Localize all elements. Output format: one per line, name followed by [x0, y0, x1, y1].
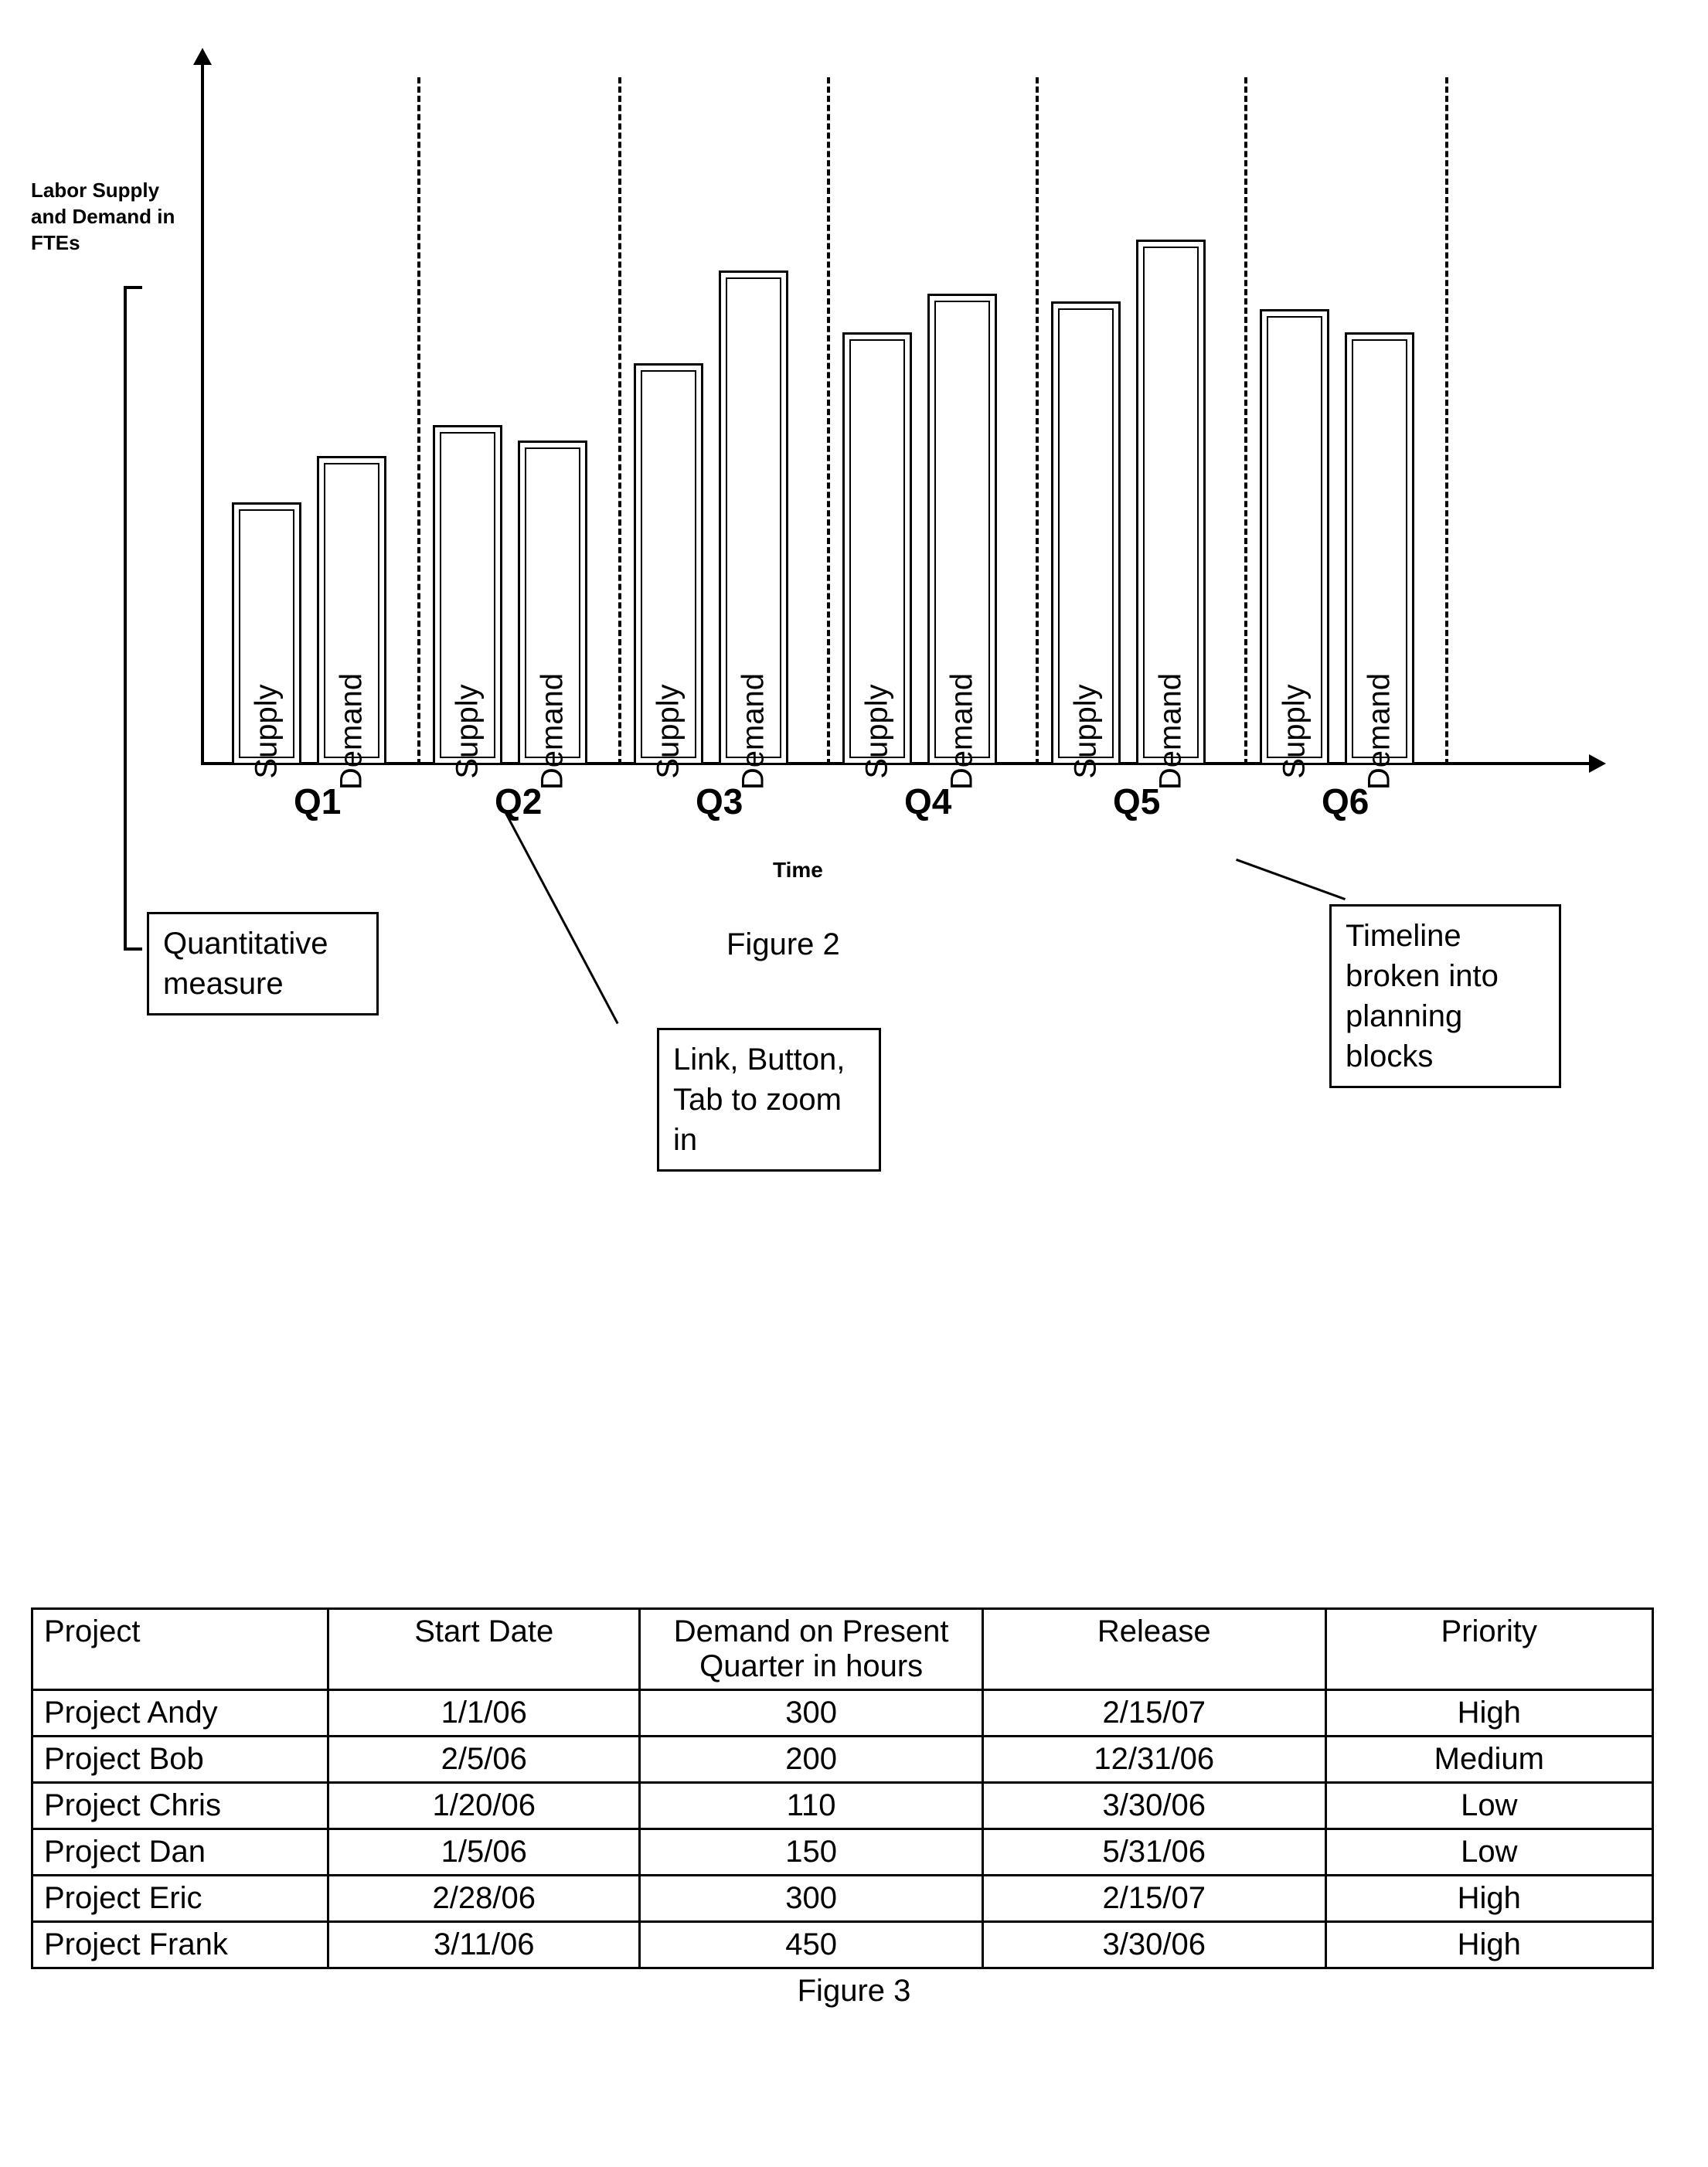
figure-3-title: Figure 3: [31, 1974, 1677, 2009]
bar-label: Demand: [1363, 673, 1397, 790]
supply-bar-q1[interactable]: Supply: [232, 502, 301, 765]
y-axis-label: Labor Supply and Demand in FTEs: [31, 178, 185, 256]
supply-bar-q3[interactable]: Supply: [634, 363, 703, 765]
table-cell: 2/15/07: [982, 1876, 1325, 1922]
bar-label: Demand: [945, 673, 980, 790]
bar-label: Demand: [536, 673, 570, 790]
table-cell: Project Andy: [32, 1690, 328, 1737]
bar-label: Demand: [737, 673, 771, 790]
table-cell: 2/5/06: [328, 1737, 640, 1783]
table-header: Priority: [1325, 1609, 1652, 1690]
supply-bar-q5[interactable]: Supply: [1051, 301, 1121, 765]
x-axis-label: Time: [773, 858, 823, 883]
table-row: Project Eric2/28/063002/15/07High: [32, 1876, 1653, 1922]
table-cell: Project Dan: [32, 1829, 328, 1876]
quarter-divider: [827, 77, 830, 765]
table-row: Project Dan1/5/061505/31/06Low: [32, 1829, 1653, 1876]
demand-bar-q5[interactable]: Demand: [1136, 240, 1206, 765]
callout-quantitative: Quantitative measure: [147, 912, 379, 1015]
table-cell: 300: [640, 1876, 983, 1922]
table-cell: 1/20/06: [328, 1783, 640, 1829]
quarter-divider: [618, 77, 621, 765]
table-cell: 150: [640, 1829, 983, 1876]
quarter-label-q5[interactable]: Q5: [1113, 781, 1160, 822]
figure-2-title: Figure 2: [726, 927, 840, 962]
table-cell: 1/5/06: [328, 1829, 640, 1876]
quarter-label-q3[interactable]: Q3: [696, 781, 743, 822]
demand-bar-q4[interactable]: Demand: [927, 294, 997, 765]
table-cell: 300: [640, 1690, 983, 1737]
callout-zoom: Link, Button, Tab to zoom in: [657, 1028, 881, 1172]
bar-label: Supply: [1278, 684, 1312, 778]
table-cell: 3/30/06: [982, 1783, 1325, 1829]
table-cell: 110: [640, 1783, 983, 1829]
table-row: Project Andy1/1/063002/15/07High: [32, 1690, 1653, 1737]
demand-bar-q2[interactable]: Demand: [518, 441, 587, 765]
demand-bar-q1[interactable]: Demand: [317, 456, 386, 765]
quarter-label-q2[interactable]: Q2: [495, 781, 542, 822]
quarter-label-q6[interactable]: Q6: [1322, 781, 1369, 822]
table-cell: High: [1325, 1922, 1652, 1968]
bar-label: Supply: [652, 684, 686, 778]
bar-label: Demand: [335, 673, 369, 790]
table-header: Start Date: [328, 1609, 640, 1690]
table-cell: 1/1/06: [328, 1690, 640, 1737]
table-cell: Low: [1325, 1783, 1652, 1829]
table-cell: 2/28/06: [328, 1876, 640, 1922]
chart-area: SupplyDemandSupplyDemandSupplyDemandSupp…: [201, 62, 1592, 765]
table-row: Project Chris1/20/061103/30/06Low: [32, 1783, 1653, 1829]
bar-label: Supply: [250, 684, 284, 778]
leader-line: [504, 811, 618, 1024]
supply-bar-q4[interactable]: Supply: [842, 332, 912, 765]
y-axis-arrow-icon: [193, 48, 212, 65]
y-axis: [201, 62, 204, 765]
bar-label: Supply: [860, 684, 895, 778]
demand-bar-q3[interactable]: Demand: [719, 270, 788, 765]
x-axis-arrow-icon: [1589, 754, 1606, 773]
table-cell: 200: [640, 1737, 983, 1783]
quantitative-bracket: [124, 286, 127, 951]
supply-bar-q2[interactable]: Supply: [433, 425, 502, 765]
table-cell: Project Bob: [32, 1737, 328, 1783]
quarter-divider: [1244, 77, 1247, 765]
table-cell: Project Eric: [32, 1876, 328, 1922]
table-row: Project Frank3/11/064503/30/06High: [32, 1922, 1653, 1968]
table-cell: Medium: [1325, 1737, 1652, 1783]
table-cell: Project Chris: [32, 1783, 328, 1829]
demand-bar-q6[interactable]: Demand: [1345, 332, 1414, 765]
quarter-label-q1[interactable]: Q1: [294, 781, 341, 822]
quarter-divider: [1445, 77, 1448, 765]
bar-label: Supply: [1069, 684, 1104, 778]
table-cell: 3/30/06: [982, 1922, 1325, 1968]
supply-bar-q6[interactable]: Supply: [1260, 309, 1329, 765]
callout-timeline: Timeline broken into planning blocks: [1329, 904, 1561, 1088]
quarter-label-q4[interactable]: Q4: [904, 781, 951, 822]
table-cell: 450: [640, 1922, 983, 1968]
table-header: Release: [982, 1609, 1325, 1690]
table-cell: 5/31/06: [982, 1829, 1325, 1876]
table-cell: 12/31/06: [982, 1737, 1325, 1783]
table-cell: Low: [1325, 1829, 1652, 1876]
leader-line: [1236, 859, 1346, 900]
table-row: Project Bob2/5/0620012/31/06Medium: [32, 1737, 1653, 1783]
bar-label: Supply: [451, 684, 485, 778]
table-cell: High: [1325, 1690, 1652, 1737]
table-cell: 2/15/07: [982, 1690, 1325, 1737]
figure-3: ProjectStart DateDemand on Present Quart…: [31, 1607, 1677, 2009]
quarter-divider: [417, 77, 420, 765]
table-header: Project: [32, 1609, 328, 1690]
figure-2: Labor Supply and Demand in FTEs SupplyDe…: [31, 31, 1677, 1407]
table-header: Demand on Present Quarter in hours: [640, 1609, 983, 1690]
quarter-divider: [1036, 77, 1039, 765]
table-cell: 3/11/06: [328, 1922, 640, 1968]
project-table: ProjectStart DateDemand on Present Quart…: [31, 1607, 1654, 1969]
table-cell: High: [1325, 1876, 1652, 1922]
bar-label: Demand: [1154, 673, 1189, 790]
table-cell: Project Frank: [32, 1922, 328, 1968]
